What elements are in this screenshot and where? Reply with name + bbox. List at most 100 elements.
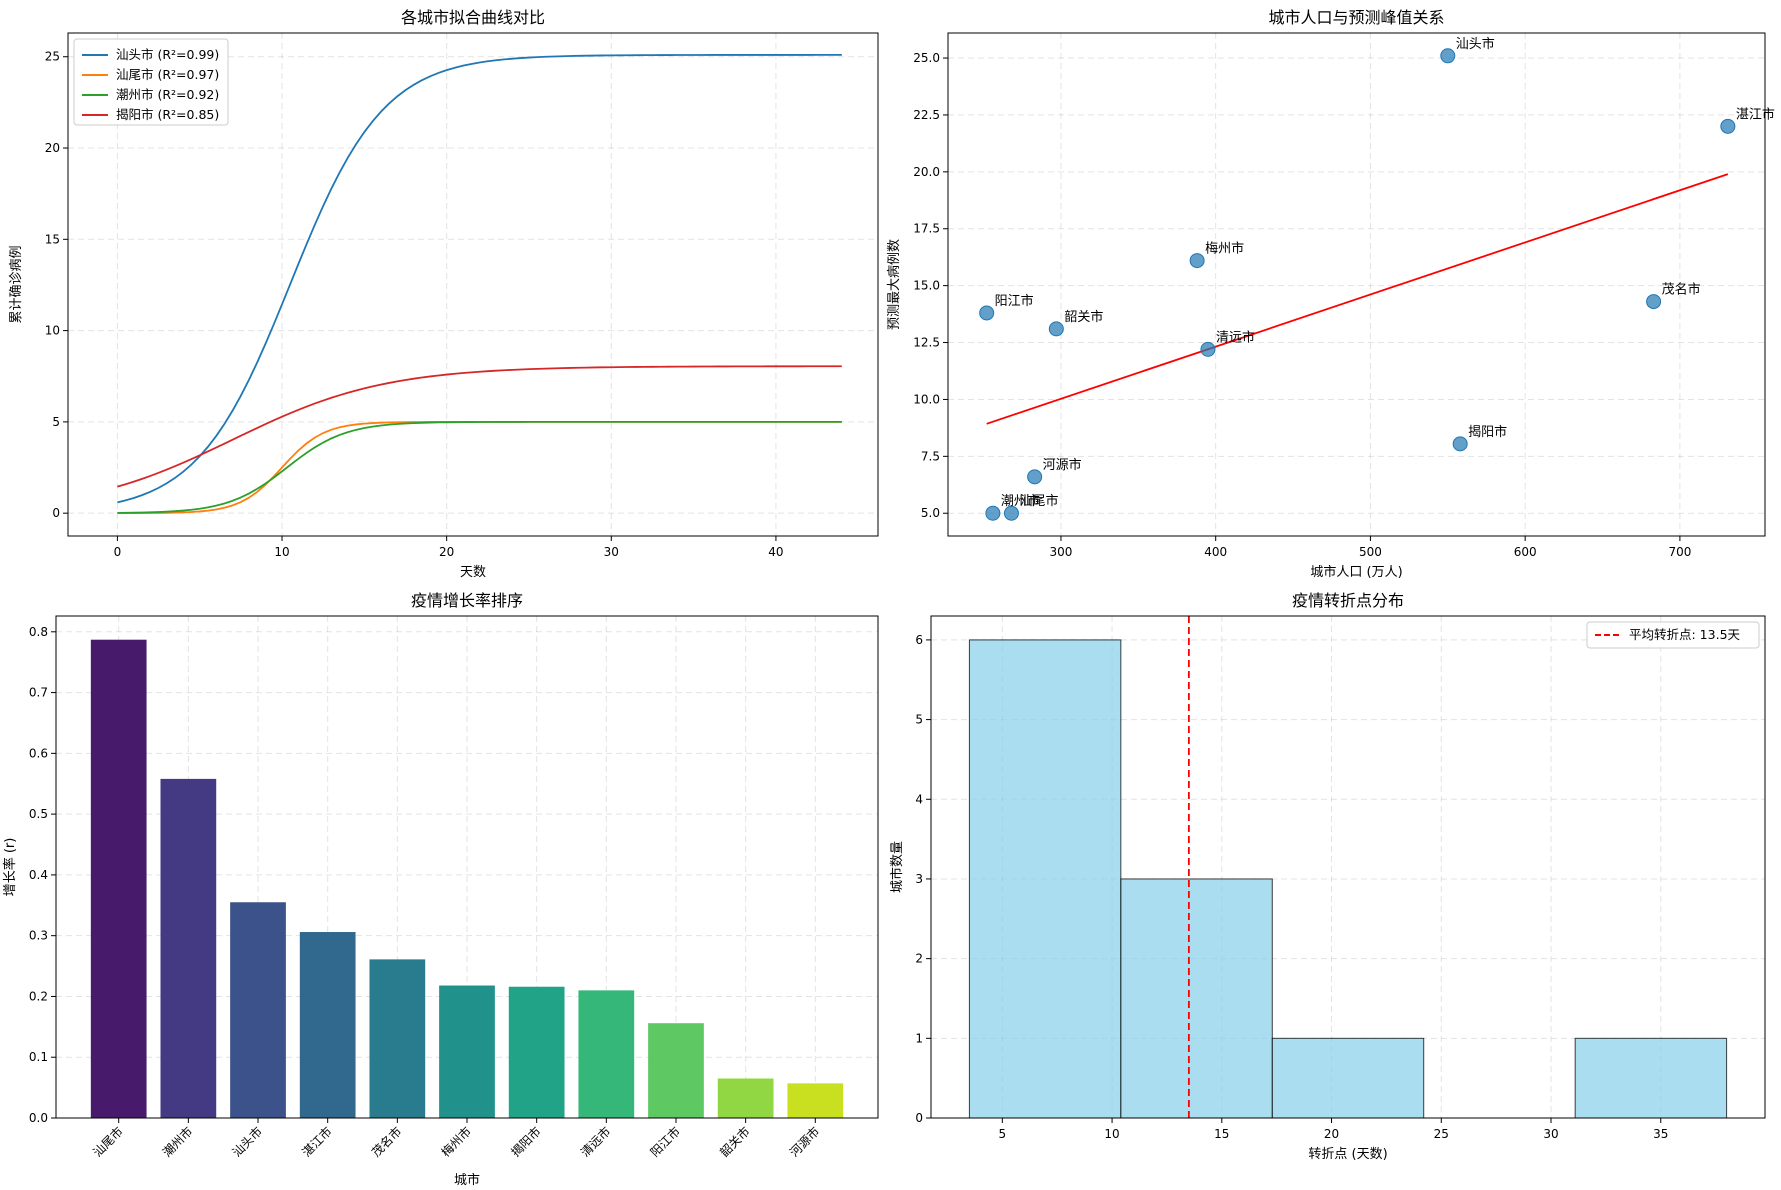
bar <box>578 990 635 1118</box>
x-tick-label: 汕头市 <box>229 1124 265 1160</box>
y-tick-label: 0.0 <box>29 1111 48 1125</box>
legend-entry: 潮州市 (R²=0.92) <box>116 87 219 102</box>
y-tick-label: 0.8 <box>29 625 48 639</box>
x-tick-label: 15 <box>1214 1127 1229 1141</box>
point-label: 潮州市 <box>1001 493 1040 509</box>
y-tick-label: 25.0 <box>913 51 940 65</box>
series-line-2 <box>117 420 842 514</box>
point-label: 韶关市 <box>1064 309 1103 325</box>
x-tick-label: 600 <box>1514 545 1537 559</box>
y-tick-label: 0.3 <box>29 929 48 943</box>
y-axis-label: 增长率 (r) <box>2 838 18 897</box>
x-tick-label: 20 <box>439 545 454 559</box>
scatter-point <box>1440 48 1456 64</box>
bar <box>439 985 495 1118</box>
y-tick-label: 20 <box>45 141 60 155</box>
legend-entry: 揭阳市 (R²=0.85) <box>116 107 219 122</box>
histogram-bar <box>1120 878 1273 1119</box>
y-tick-label: 12.5 <box>913 336 940 350</box>
bar <box>508 986 565 1118</box>
y-tick-label: 0.2 <box>29 989 48 1003</box>
legend-box <box>73 38 229 126</box>
chart-title: 疫情增长率排序 <box>411 591 523 610</box>
y-tick-label: 15.0 <box>913 279 940 293</box>
x-tick-label: 10 <box>1104 1127 1119 1141</box>
x-tick-label: 汕尾市 <box>90 1124 126 1160</box>
scatter-point <box>1452 436 1468 452</box>
x-tick-label: 30 <box>1543 1127 1558 1141</box>
x-tick-label: 清远市 <box>577 1124 613 1160</box>
y-tick-label: 15 <box>45 232 60 246</box>
y-axis-label: 城市数量 <box>889 841 905 893</box>
x-axis-label: 城市 <box>454 1172 480 1188</box>
x-tick-label: 35 <box>1653 1127 1668 1141</box>
x-tick-label: 20 <box>1324 1127 1339 1141</box>
x-tick-label: 河源市 <box>786 1124 822 1160</box>
x-tick-label: 5 <box>999 1127 1007 1141</box>
y-tick-label: 5 <box>915 713 923 727</box>
bar <box>369 959 426 1118</box>
axes-frame <box>930 615 1766 1119</box>
point-label: 清远市 <box>1216 329 1255 345</box>
x-tick-label: 揭阳市 <box>508 1124 544 1160</box>
scatter-point <box>1003 505 1019 521</box>
histogram-bar <box>1574 1037 1728 1119</box>
scatter-point <box>979 305 995 321</box>
y-axis-label: 预测最大病例数 <box>887 239 902 330</box>
panel-growth-rate-bars: 0.0 0.1 0.2 0.3 0.4 0.5 0.6 0.7 0.8 汕尾市 潮州市 汕头市 湛江市茂… <box>2 591 879 1188</box>
y-tick-label: 22.5 <box>913 108 940 122</box>
y-tick-label: 0.4 <box>29 868 48 882</box>
chart-title: 各城市拟合曲线对比 <box>401 8 545 27</box>
y-tick-label: 5.0 <box>921 506 940 520</box>
y-tick-label: 1 <box>915 1031 923 1045</box>
x-axis-label: 天数 <box>460 565 486 580</box>
x-tick-label: 湛江市 <box>299 1124 335 1160</box>
x-tick-label: 300 <box>1050 545 1073 559</box>
axes-frame <box>947 32 1766 537</box>
histogram-bar <box>1271 1037 1425 1119</box>
point-label: 汕头市 <box>1456 36 1495 52</box>
y-tick-label: 20.0 <box>913 165 940 179</box>
bar <box>787 1083 844 1118</box>
histogram-bar <box>968 639 1122 1119</box>
x-tick-label: 梅州市 <box>438 1124 474 1160</box>
y-tick-label: 6 <box>915 633 923 647</box>
legend-entry: 平均转折点: 13.5天 <box>1629 627 1741 642</box>
point-label: 揭阳市 <box>1468 424 1507 440</box>
y-tick-label: 17.5 <box>913 222 940 236</box>
x-axis-label: 城市人口 (万人) <box>1310 564 1402 580</box>
x-tick-label: 潮州市 <box>159 1124 195 1160</box>
scatter-point <box>1646 294 1662 310</box>
y-tick-label: 7.5 <box>921 449 940 463</box>
y-tick-label: 4 <box>915 792 923 806</box>
y-tick-label: 25 <box>45 50 60 64</box>
point-label: 汕尾市 <box>1019 493 1058 509</box>
x-tick-label: 茂名市 <box>368 1124 404 1160</box>
bar <box>717 1078 774 1118</box>
x-tick-label: 500 <box>1359 545 1382 559</box>
x-axis-label: 转折点 (天数) <box>1308 1147 1387 1162</box>
axes-frame <box>67 32 879 537</box>
series-line-0 <box>117 54 842 504</box>
scatter-point <box>1720 118 1736 134</box>
bar <box>160 778 217 1118</box>
y-tick-label: 2 <box>915 952 923 966</box>
bar <box>648 1023 704 1118</box>
x-tick-label: 0 <box>114 545 122 559</box>
y-tick-label: 0.1 <box>29 1050 48 1064</box>
y-tick-label: 10.0 <box>913 392 940 406</box>
chart-title: 城市人口与预测峰值关系 <box>1268 8 1444 27</box>
legend-entry: 汕尾市 (R²=0.97) <box>116 67 219 82</box>
scatter-point <box>1200 341 1216 357</box>
y-tick-label: 0.5 <box>29 807 48 821</box>
legend-box <box>1586 621 1760 649</box>
chart-title: 疫情转折点分布 <box>1292 591 1404 610</box>
x-tick-label: 700 <box>1668 545 1691 559</box>
axes-frame <box>55 615 879 1119</box>
point-label: 湛江市 <box>1736 106 1775 122</box>
y-tick-label: 0.7 <box>29 686 48 700</box>
bar <box>230 902 286 1118</box>
legend-entry: 汕头市 (R²=0.99) <box>116 47 219 62</box>
fit-line <box>986 173 1729 425</box>
